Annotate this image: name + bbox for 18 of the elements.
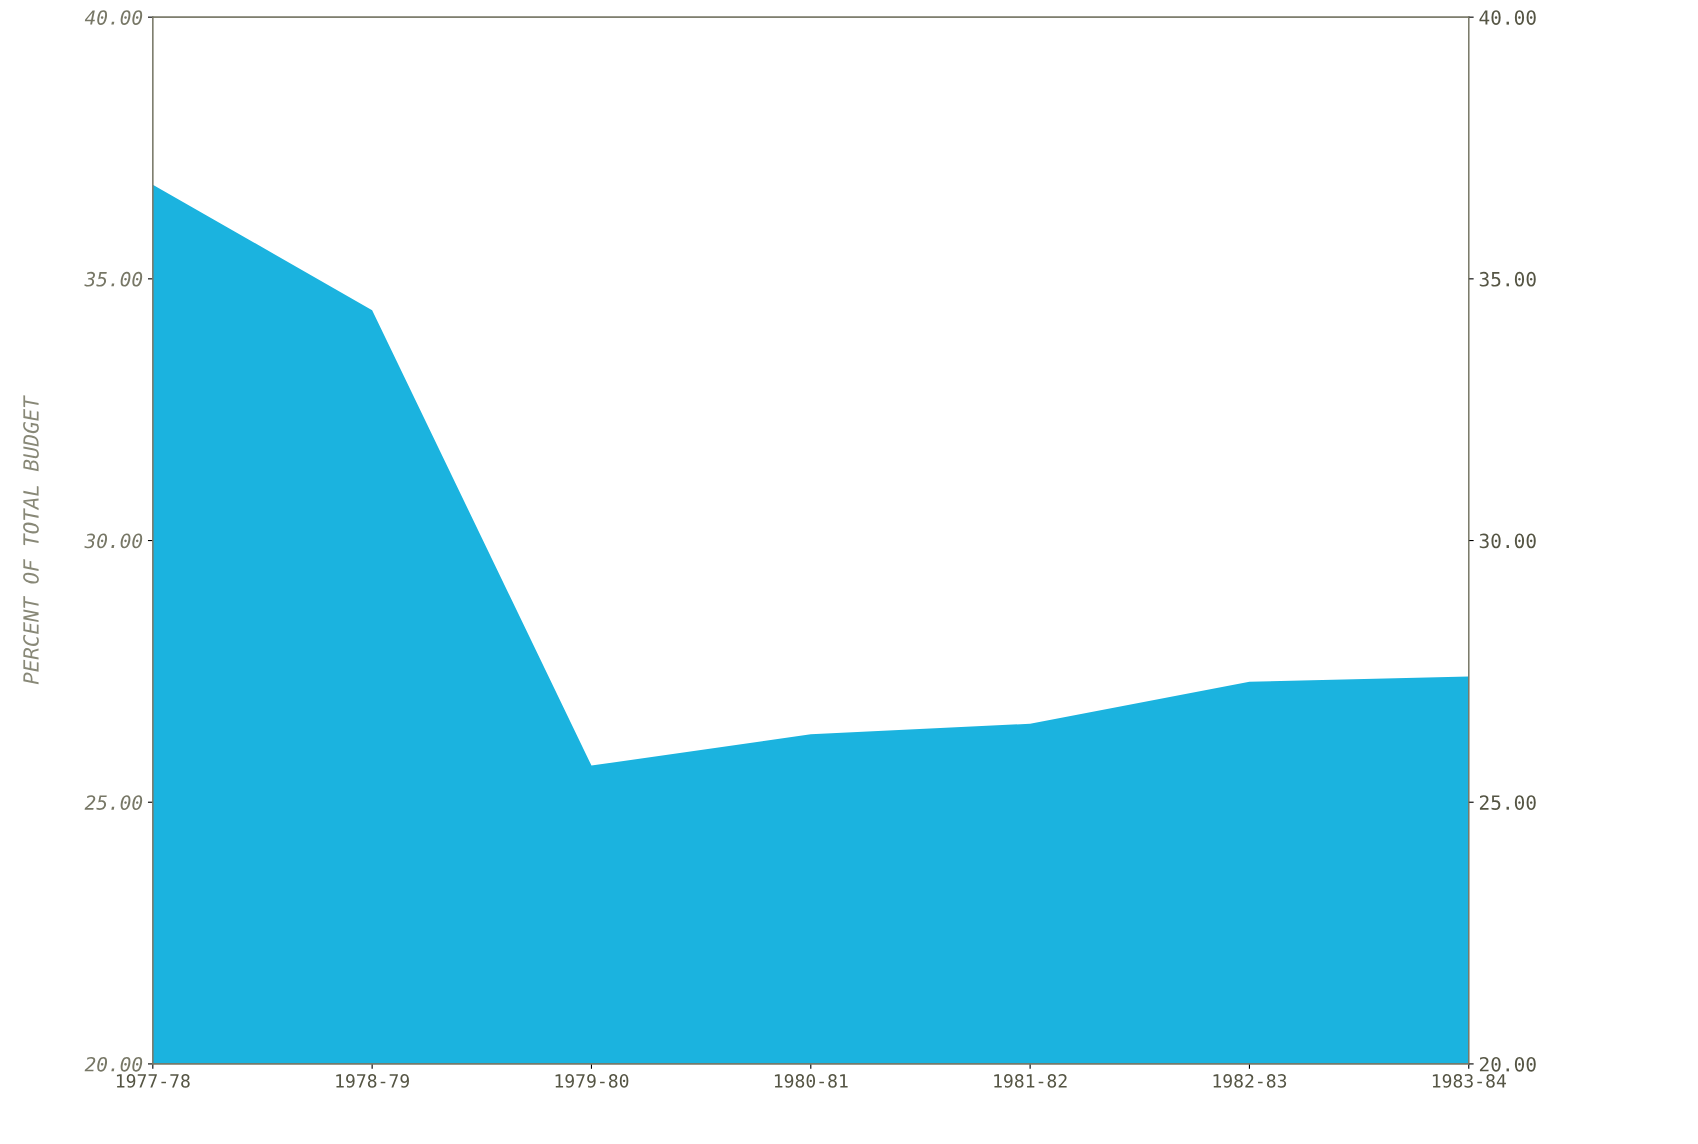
x-tick-label: 1979-80 (555, 1074, 629, 1088)
x-tick-label: 1983-84 (1432, 1074, 1506, 1088)
y-axis-title: PERCENT OF TOTAL BUDGET (23, 395, 39, 685)
y2-tick-label: 30.00 (1479, 533, 1536, 549)
y-tick-label: 25.00 (84, 795, 143, 810)
x-tick-label: 1977-78 (116, 1074, 190, 1088)
y2-tick-label: 40.00 (1479, 10, 1536, 25)
y2-tick-label: 35.00 (1479, 271, 1536, 287)
y-tick-label: 30.00 (84, 533, 143, 549)
x-tick-label: 1980-81 (774, 1074, 848, 1088)
y-tick-label: 35.00 (84, 271, 143, 287)
x-tick-label: 1981-82 (994, 1074, 1067, 1088)
y-tick-label: 40.00 (84, 10, 143, 25)
x-tick-label: 1978-79 (336, 1074, 409, 1088)
y-tick-label: 20.00 (84, 1056, 143, 1072)
y2-tick-label: 25.00 (1479, 795, 1536, 810)
x-tick-label: 1982-83 (1213, 1074, 1287, 1088)
y2-tick-label: 20.00 (1479, 1056, 1536, 1072)
